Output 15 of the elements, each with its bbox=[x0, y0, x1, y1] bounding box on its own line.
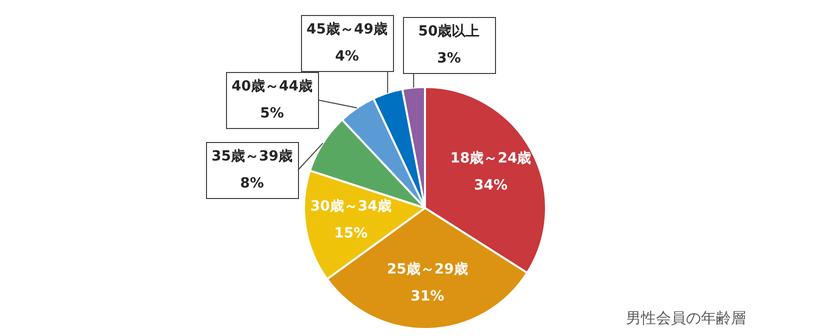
data-label: 5% bbox=[260, 106, 284, 122]
data-label: 8% bbox=[240, 176, 264, 192]
slice-label: 45歳～49歳 bbox=[306, 22, 388, 38]
data-label: 34% bbox=[474, 178, 508, 194]
slice-label: 30歳～34歳 bbox=[310, 198, 392, 214]
slice-label: 40歳～44歳 bbox=[232, 78, 312, 95]
slice-label: 18歳～24歳 bbox=[450, 150, 532, 166]
data-label: 3% bbox=[437, 50, 461, 67]
data-label: 15% bbox=[334, 225, 368, 242]
slice-label: 50歳以上 bbox=[418, 24, 480, 40]
slice-label: 25歳～29歳 bbox=[386, 262, 468, 278]
text: 男性会員の年齢層 bbox=[626, 309, 746, 328]
slice-label: 35歳～39歳 bbox=[212, 148, 292, 165]
data-label: 4% bbox=[335, 48, 359, 65]
data-label: 31% bbox=[410, 288, 444, 305]
